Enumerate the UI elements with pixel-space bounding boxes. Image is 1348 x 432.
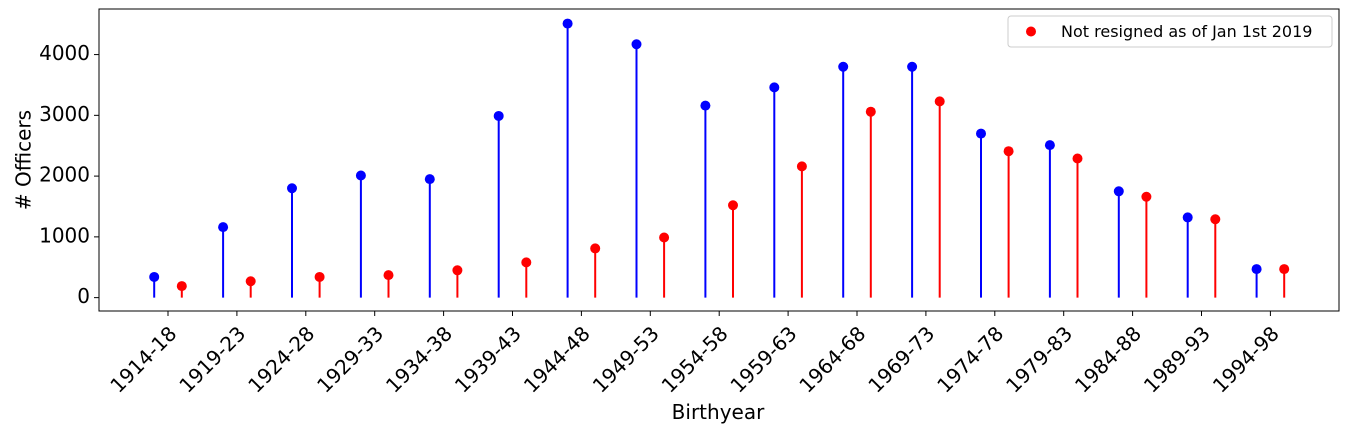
stem-marker-1	[769, 82, 780, 93]
stem-marker-2	[314, 271, 325, 282]
y-tick-label: 1000	[39, 223, 90, 247]
x-tick-label: 1994-98	[1208, 321, 1284, 397]
stem-marker-2	[521, 257, 532, 268]
stem-marker-2	[865, 106, 876, 117]
stem-marker-2	[1141, 191, 1152, 202]
x-tick-label: 1934-38	[381, 321, 457, 397]
x-tick-label: 1979-83	[1001, 321, 1077, 397]
stem-marker-1	[976, 128, 986, 139]
stem-marker-1	[287, 183, 297, 194]
stem-marker-1	[149, 271, 160, 282]
x-tick-label: 1964-68	[794, 321, 870, 397]
stem-marker-1	[355, 170, 366, 181]
y-tick-label: 4000	[39, 41, 90, 65]
stem-marker-1	[1251, 264, 1262, 275]
stem-marker-1	[631, 39, 642, 50]
stem-marker-2	[934, 96, 945, 107]
stem-marker-1	[562, 18, 573, 29]
stem-marker-1	[218, 222, 229, 233]
x-tick-label: 1959-63	[725, 321, 801, 397]
stem-marker-2	[1210, 214, 1221, 225]
x-tick-label: 1974-78	[932, 321, 1008, 397]
x-tick-label: 1984-88	[1070, 321, 1146, 397]
x-tick-label: 1929-33	[312, 321, 388, 397]
plot-area	[98, 8, 1340, 312]
stem-marker-2	[659, 232, 670, 243]
stem-marker-2	[728, 200, 738, 211]
legend-label: Not resigned as of Jan 1st 2019	[1061, 22, 1312, 41]
stem-marker-2	[1279, 264, 1290, 275]
y-axis: 0 1000 2000 3000 4000	[39, 41, 99, 308]
x-tick-label: 1919-23	[174, 321, 250, 397]
x-tick-label: 1969-73	[863, 321, 939, 397]
stem-marker-2	[1003, 146, 1014, 157]
stem-marker-1	[700, 100, 711, 111]
x-tick-label: 1944-48	[519, 321, 595, 397]
legend-box	[1007, 15, 1333, 48]
stem-marker-1	[493, 110, 504, 121]
y-tick-label: 3000	[39, 102, 90, 126]
stem-marker-2	[176, 281, 187, 292]
x-tick-label: 1989-93	[1139, 321, 1215, 397]
y-tick-label: 0	[77, 284, 90, 308]
x-tick-label: 1954-58	[657, 321, 733, 397]
y-tick-label: 2000	[39, 163, 90, 187]
stem-marker-1	[1113, 186, 1124, 197]
stem-marker-1	[424, 174, 435, 185]
stem-marker-1	[1044, 140, 1055, 151]
stem-marker-2	[1072, 153, 1083, 164]
stem-marker-2	[452, 265, 463, 276]
x-tick-label: 1924-28	[243, 321, 319, 397]
stems-layer	[149, 18, 1290, 298]
x-tick-label: 1914-18	[105, 321, 181, 397]
y-axis-title: # Officers	[12, 110, 36, 210]
stem-marker-1	[907, 61, 918, 72]
stem-marker-2	[796, 161, 807, 172]
stem-marker-2	[590, 243, 601, 254]
x-axis-title: Birthyear	[672, 400, 765, 424]
stem-marker-1	[838, 61, 849, 72]
x-tick-label: 1939-43	[450, 321, 526, 397]
stem-marker-2	[383, 270, 394, 281]
x-tick-label: 1949-53	[588, 321, 664, 397]
legend-marker	[1026, 26, 1036, 37]
stem-marker-2	[245, 276, 256, 287]
x-axis: 1914-181919-231924-281929-331934-381939-…	[105, 311, 1284, 398]
stem-marker-1	[1182, 212, 1193, 223]
legend: Not resigned as of Jan 1st 2019	[1007, 15, 1333, 48]
